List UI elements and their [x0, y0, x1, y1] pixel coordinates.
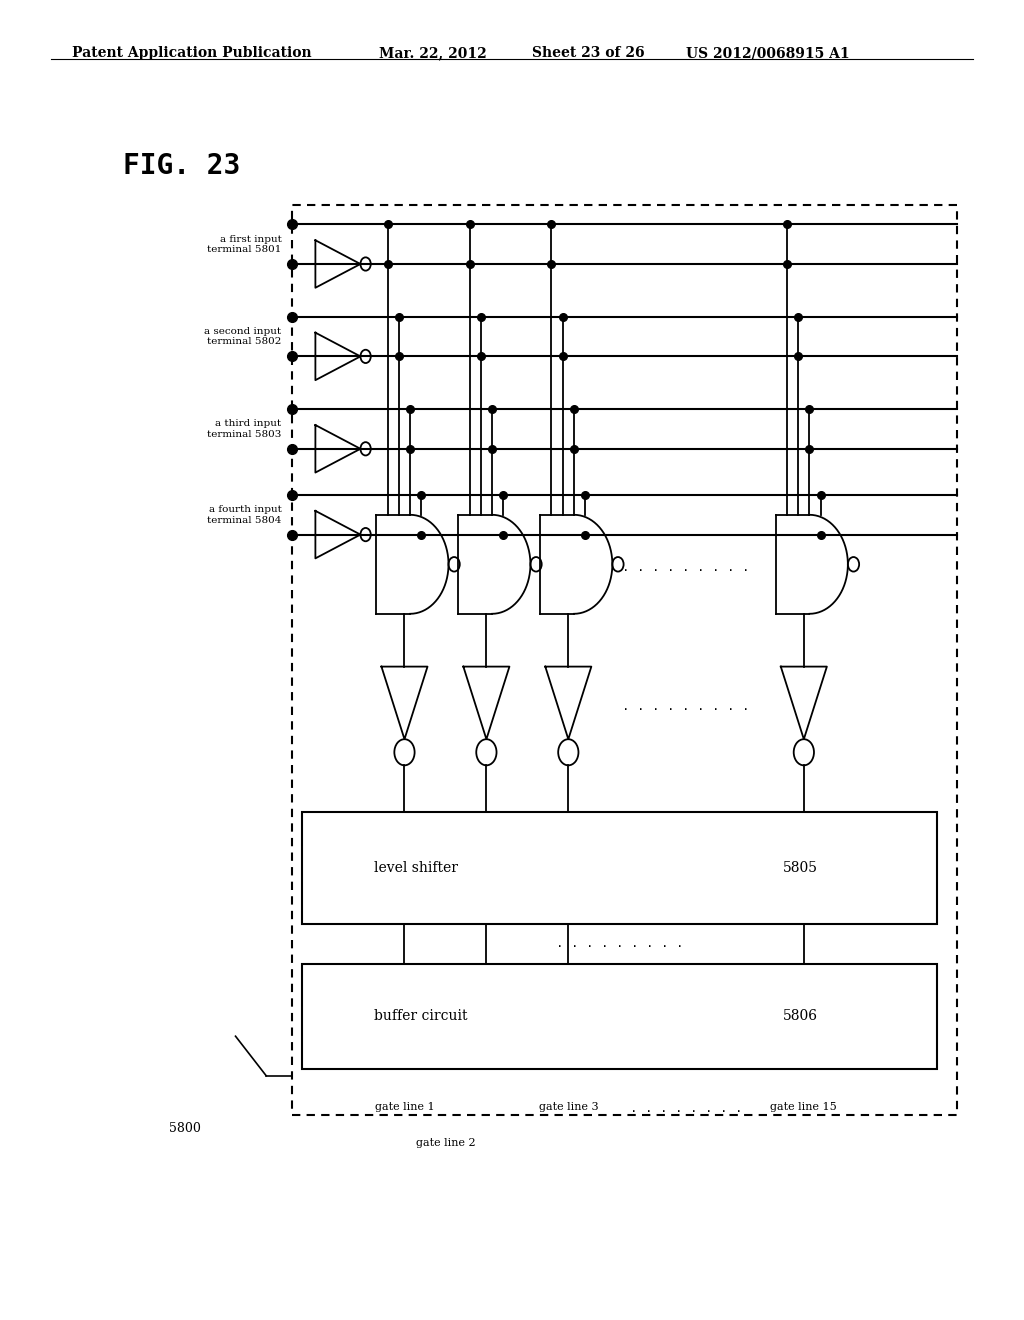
Text: 5800: 5800 [169, 1122, 201, 1135]
Text: gate line 1: gate line 1 [375, 1102, 434, 1113]
Text: a first input
terminal 5801: a first input terminal 5801 [207, 235, 282, 253]
Text: . . . . . . . . .: . . . . . . . . . [623, 561, 750, 574]
Bar [302, 812, 937, 924]
Text: level shifter: level shifter [374, 861, 458, 875]
Text: gate line 2: gate line 2 [416, 1138, 475, 1148]
Text: 5805: 5805 [783, 861, 818, 875]
Text: . . . . . . . . .: . . . . . . . . . [556, 937, 683, 950]
Text: Mar. 22, 2012: Mar. 22, 2012 [379, 46, 486, 61]
Text: buffer circuit: buffer circuit [374, 1010, 467, 1023]
Text: a third input
terminal 5803: a third input terminal 5803 [207, 420, 282, 438]
Bar [302, 964, 937, 1069]
Text: 5806: 5806 [783, 1010, 818, 1023]
Text: a second input
terminal 5802: a second input terminal 5802 [205, 327, 282, 346]
Text: Patent Application Publication: Patent Application Publication [72, 46, 311, 61]
Text: gate line 3: gate line 3 [539, 1102, 598, 1113]
Text: a fourth input
terminal 5804: a fourth input terminal 5804 [207, 506, 282, 524]
Text: Sheet 23 of 26: Sheet 23 of 26 [532, 46, 645, 61]
Text: . . . . . . . .: . . . . . . . . [630, 1102, 742, 1115]
Text: gate line 15: gate line 15 [770, 1102, 838, 1113]
Text: FIG. 23: FIG. 23 [123, 152, 241, 180]
Text: . . . . . . . . .: . . . . . . . . . [623, 700, 750, 713]
Text: US 2012/0068915 A1: US 2012/0068915 A1 [686, 46, 850, 61]
